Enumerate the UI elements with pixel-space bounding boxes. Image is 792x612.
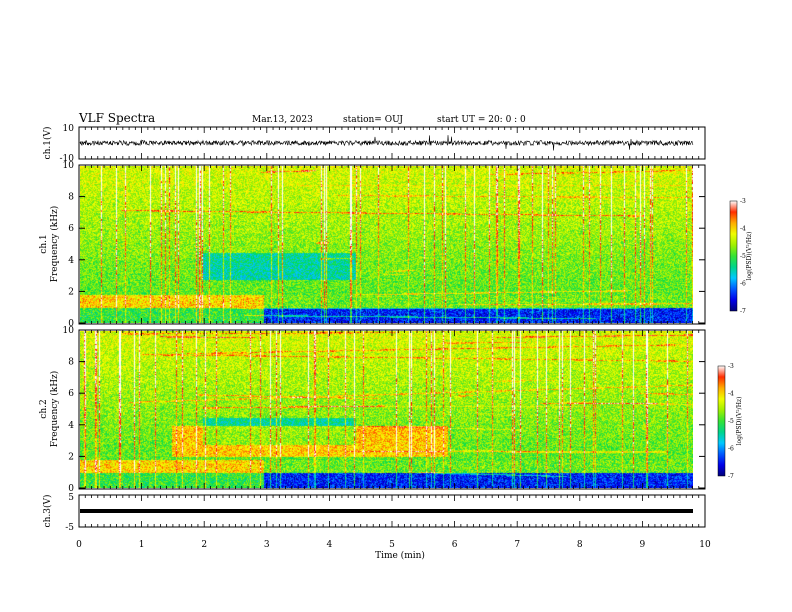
- ch2-spectrogram-ylabel-channel: ch.2: [39, 399, 49, 418]
- ch2-colorbar-label: log(PSD)(V²/Hz): [736, 397, 743, 446]
- time-tick-label: 8: [577, 540, 583, 550]
- ch1-ytick-top: 10: [63, 124, 75, 134]
- ch1-spectrogram-image: [80, 166, 693, 323]
- time-tick-label: 4: [327, 540, 333, 550]
- colorbar-tick-label: -6: [740, 281, 746, 288]
- colorbar-tick-label: -5: [740, 253, 746, 260]
- ch1-ylabel: ch.1(V): [42, 127, 53, 160]
- ch1-spectrogram-yticks: 0 2 4 6 8 10: [63, 161, 705, 329]
- ch1-waveform-line: [79, 135, 694, 151]
- freq-tick-label: 6: [68, 224, 74, 234]
- ch1-ytick-bottom: -10: [60, 154, 75, 164]
- freq-tick-label: 2: [68, 287, 74, 297]
- colorbar-tick-label: -3: [728, 363, 734, 370]
- header-start-time: start UT = 20: 0 : 0: [437, 115, 526, 125]
- time-tick-label: 5: [389, 540, 395, 550]
- freq-tick-label: 2: [68, 452, 74, 462]
- time-tick-label: 3: [264, 540, 270, 550]
- header-station: station= OUJ: [343, 115, 403, 125]
- ch1-colorbar-ticks: -3 -4 -5 -6 -7: [740, 198, 746, 315]
- ch2-spectrogram-yticks: 0 2 4 6 8 10: [63, 326, 705, 494]
- freq-tick-label: 0: [68, 319, 74, 329]
- colorbar-tick-label: -4: [740, 226, 746, 233]
- freq-tick-label: 6: [68, 389, 74, 399]
- colorbar-tick-label: -3: [740, 198, 746, 205]
- colorbar-tick-label: -5: [728, 418, 734, 425]
- colorbar-tick-label: -6: [728, 446, 734, 453]
- freq-tick-label: 8: [68, 358, 74, 368]
- ch3-waveform-line: [80, 509, 693, 513]
- ch2-spectrogram-image: [80, 331, 693, 488]
- time-tick-label: 10: [699, 540, 711, 550]
- time-tick-label: 2: [201, 540, 207, 550]
- colorbar-tick-label: -7: [728, 473, 734, 480]
- freq-tick-label: 10: [63, 326, 75, 336]
- time-tick-label: 7: [514, 540, 520, 550]
- ch3-ylabel: ch.3(V): [42, 495, 53, 528]
- ch2-spectrogram-ylabel-frequency: Frequency (kHz): [49, 371, 60, 448]
- ch2-colorbar-ticks: -3 -4 -5 -6 -7: [728, 363, 734, 480]
- time-tick-label: 0: [76, 540, 82, 550]
- time-tick-label: 6: [452, 540, 458, 550]
- figure-title: VLF Spectra: [78, 111, 155, 125]
- freq-tick-label: 8: [68, 193, 74, 203]
- freq-tick-label: 4: [68, 256, 74, 266]
- ch1-spectrogram-ylabel-frequency: Frequency (kHz): [49, 206, 60, 283]
- freq-tick-label: 0: [68, 484, 74, 494]
- header-date: Mar.13, 2023: [252, 115, 313, 125]
- time-axis-label: Time (min): [375, 550, 425, 561]
- ch2-colorbar: [717, 365, 726, 477]
- ch1-colorbar: [729, 200, 738, 312]
- colorbar-tick-label: -4: [728, 391, 734, 398]
- time-tick-label: 1: [139, 540, 145, 550]
- ch1-colorbar-label: log(PSD)(V²/Hz): [746, 232, 753, 281]
- ch3-ytick-top: 5: [68, 493, 74, 503]
- time-axis-ticks: [78, 127, 706, 527]
- freq-tick-label: 4: [68, 421, 74, 431]
- colorbar-tick-label: -7: [740, 308, 746, 315]
- ch3-ytick-bottom: -5: [65, 523, 74, 533]
- time-tick-label: 9: [640, 540, 646, 550]
- ch1-spectrogram-ylabel-channel: ch.1: [39, 234, 49, 253]
- freq-tick-label: 10: [63, 161, 75, 171]
- time-axis-tick-labels: 0 1 2 3 4 5 6 7 8 9 10: [76, 540, 711, 550]
